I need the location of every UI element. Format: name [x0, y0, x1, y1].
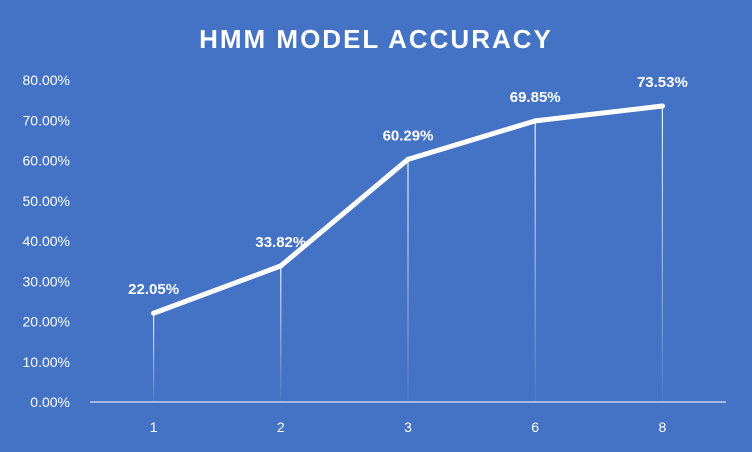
x-tick-label: 8 [659, 419, 667, 435]
data-label: 73.53% [637, 74, 688, 91]
drop-line [534, 120, 536, 402]
y-tick-label: 30.00% [23, 273, 70, 289]
drop-line [280, 265, 282, 402]
x-tick-label: 3 [404, 419, 412, 435]
data-labels: 22.05% 33.82% 60.29% 69.85% 73.53% [128, 74, 688, 298]
y-tick-label: 40.00% [23, 233, 70, 249]
drop-lines [153, 106, 663, 402]
data-point [532, 118, 538, 124]
data-label: 60.29% [383, 127, 434, 144]
x-tick-label: 2 [277, 419, 285, 435]
data-label: 33.82% [255, 234, 306, 251]
drop-line [153, 313, 155, 402]
x-tick-label: 6 [531, 419, 539, 435]
y-tick-label: 80.00% [23, 72, 70, 88]
x-axis-tick-labels: 1 2 3 6 8 [150, 419, 667, 435]
drop-line [661, 106, 663, 402]
data-point [659, 103, 665, 109]
data-label: 22.05% [128, 281, 179, 298]
data-point [278, 263, 284, 269]
data-point [151, 310, 157, 316]
y-tick-label: 60.00% [23, 153, 70, 169]
data-points [151, 103, 665, 316]
drop-line [407, 159, 409, 402]
y-tick-label: 70.00% [23, 112, 70, 128]
y-tick-label: 50.00% [23, 193, 70, 209]
chart-title: HMM MODEL ACCURACY [199, 24, 553, 54]
y-tick-label: 10.00% [23, 354, 70, 370]
y-tick-label: 20.00% [23, 314, 70, 330]
y-axis-tick-labels: 0.00% 10.00% 20.00% 30.00% 40.00% 50.00% 60.00… [23, 72, 70, 410]
data-point [405, 156, 411, 162]
y-tick-label: 0.00% [30, 394, 70, 410]
data-label: 69.85% [510, 89, 561, 106]
x-tick-label: 1 [150, 419, 158, 435]
